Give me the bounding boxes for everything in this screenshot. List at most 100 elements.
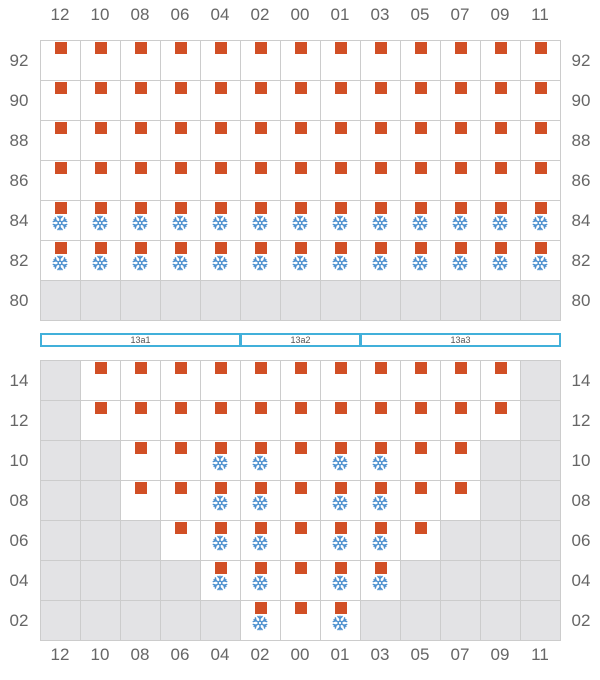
- zone-label: 13a1: [40, 333, 241, 347]
- orange-square-icon: [535, 42, 547, 54]
- column-label: 11: [531, 645, 549, 664]
- orange-square-icon: [255, 602, 267, 614]
- orange-square-icon: [95, 162, 107, 174]
- orange-square-icon: [215, 362, 227, 374]
- row-label: 90: [571, 91, 591, 110]
- slot-cell: [40, 280, 81, 321]
- row-label: 08: [9, 491, 29, 510]
- orange-square-icon: [455, 482, 467, 494]
- slot-cell: [520, 440, 561, 481]
- column-label: 00: [290, 645, 310, 664]
- slot-cell: [440, 440, 481, 481]
- orange-square-icon: [415, 482, 427, 494]
- slot-cell: [480, 560, 521, 601]
- orange-square-icon: [375, 122, 387, 134]
- orange-square-icon: [415, 82, 427, 94]
- slot-cell: [200, 280, 241, 321]
- orange-square-icon: [95, 362, 107, 374]
- orange-square-icon: [135, 42, 147, 54]
- orange-square-icon: [455, 42, 467, 54]
- slot-cell: [520, 280, 561, 321]
- slot-cell: [480, 520, 521, 561]
- orange-square-icon: [55, 122, 67, 134]
- orange-square-icon: [375, 482, 387, 494]
- slot-cell: [40, 440, 81, 481]
- orange-square-icon: [215, 242, 227, 254]
- orange-square-icon: [175, 42, 187, 54]
- orange-square-icon: [335, 82, 347, 94]
- snowflake-icon: [212, 215, 228, 231]
- orange-square-icon: [455, 242, 467, 254]
- orange-square-icon: [495, 202, 507, 214]
- row-label: 82: [571, 251, 591, 270]
- row-label: 06: [9, 531, 29, 550]
- slot-cell: [400, 280, 441, 321]
- row-label: 12: [9, 411, 29, 430]
- column-label: 02: [250, 5, 270, 24]
- orange-square-icon: [255, 522, 267, 534]
- slot-cell: [360, 280, 401, 321]
- column-label: 01: [330, 645, 350, 664]
- slot-cell: [520, 560, 561, 601]
- row-label: 04: [9, 571, 29, 590]
- row-label: 84: [9, 211, 29, 230]
- slot-cell: [480, 280, 521, 321]
- slot-cell: [120, 600, 161, 641]
- snowflake-icon: [252, 455, 268, 471]
- orange-square-icon: [175, 402, 187, 414]
- orange-square-icon: [255, 482, 267, 494]
- column-label: 11: [531, 5, 549, 24]
- slot-cell: [80, 440, 121, 481]
- orange-square-icon: [335, 202, 347, 214]
- snowflake-icon: [252, 495, 268, 511]
- snowflake-icon: [52, 215, 68, 231]
- orange-square-icon: [415, 442, 427, 454]
- row-label: 80: [571, 291, 591, 310]
- orange-square-icon: [255, 162, 267, 174]
- orange-square-icon: [215, 202, 227, 214]
- orange-square-icon: [455, 122, 467, 134]
- snowflake-icon: [252, 615, 268, 631]
- snowflake-icon: [452, 215, 468, 231]
- snowflake-icon: [332, 455, 348, 471]
- snowflake-icon: [412, 215, 428, 231]
- orange-square-icon: [335, 602, 347, 614]
- slot-cell: [200, 360, 241, 401]
- snowflake-icon: [212, 455, 228, 471]
- row-label: 08: [571, 491, 591, 510]
- orange-square-icon: [335, 42, 347, 54]
- orange-square-icon: [415, 242, 427, 254]
- orange-square-icon: [495, 122, 507, 134]
- orange-square-icon: [415, 402, 427, 414]
- orange-square-icon: [55, 202, 67, 214]
- orange-square-icon: [335, 482, 347, 494]
- column-label: 04: [210, 645, 230, 664]
- column-label: 08: [130, 645, 150, 664]
- snowflake-icon: [372, 255, 388, 271]
- snowflake-icon: [372, 535, 388, 551]
- orange-square-icon: [255, 402, 267, 414]
- slot-cell: [520, 400, 561, 441]
- orange-square-icon: [255, 122, 267, 134]
- orange-square-icon: [375, 522, 387, 534]
- zone-label: 13a3: [360, 333, 561, 347]
- row-label: 80: [9, 291, 29, 310]
- snowflake-icon: [212, 255, 228, 271]
- orange-square-icon: [535, 242, 547, 254]
- orange-square-icon: [415, 202, 427, 214]
- orange-square-icon: [495, 362, 507, 374]
- orange-square-icon: [495, 242, 507, 254]
- orange-square-icon: [455, 402, 467, 414]
- orange-square-icon: [255, 362, 267, 374]
- orange-square-icon: [295, 122, 307, 134]
- orange-square-icon: [295, 522, 307, 534]
- row-label: 86: [571, 171, 591, 190]
- row-label: 06: [571, 531, 591, 550]
- orange-square-icon: [375, 242, 387, 254]
- slot-cell: [40, 360, 81, 401]
- orange-square-icon: [535, 162, 547, 174]
- orange-square-icon: [135, 122, 147, 134]
- snowflake-icon: [372, 495, 388, 511]
- row-label: 92: [9, 51, 29, 70]
- orange-square-icon: [375, 82, 387, 94]
